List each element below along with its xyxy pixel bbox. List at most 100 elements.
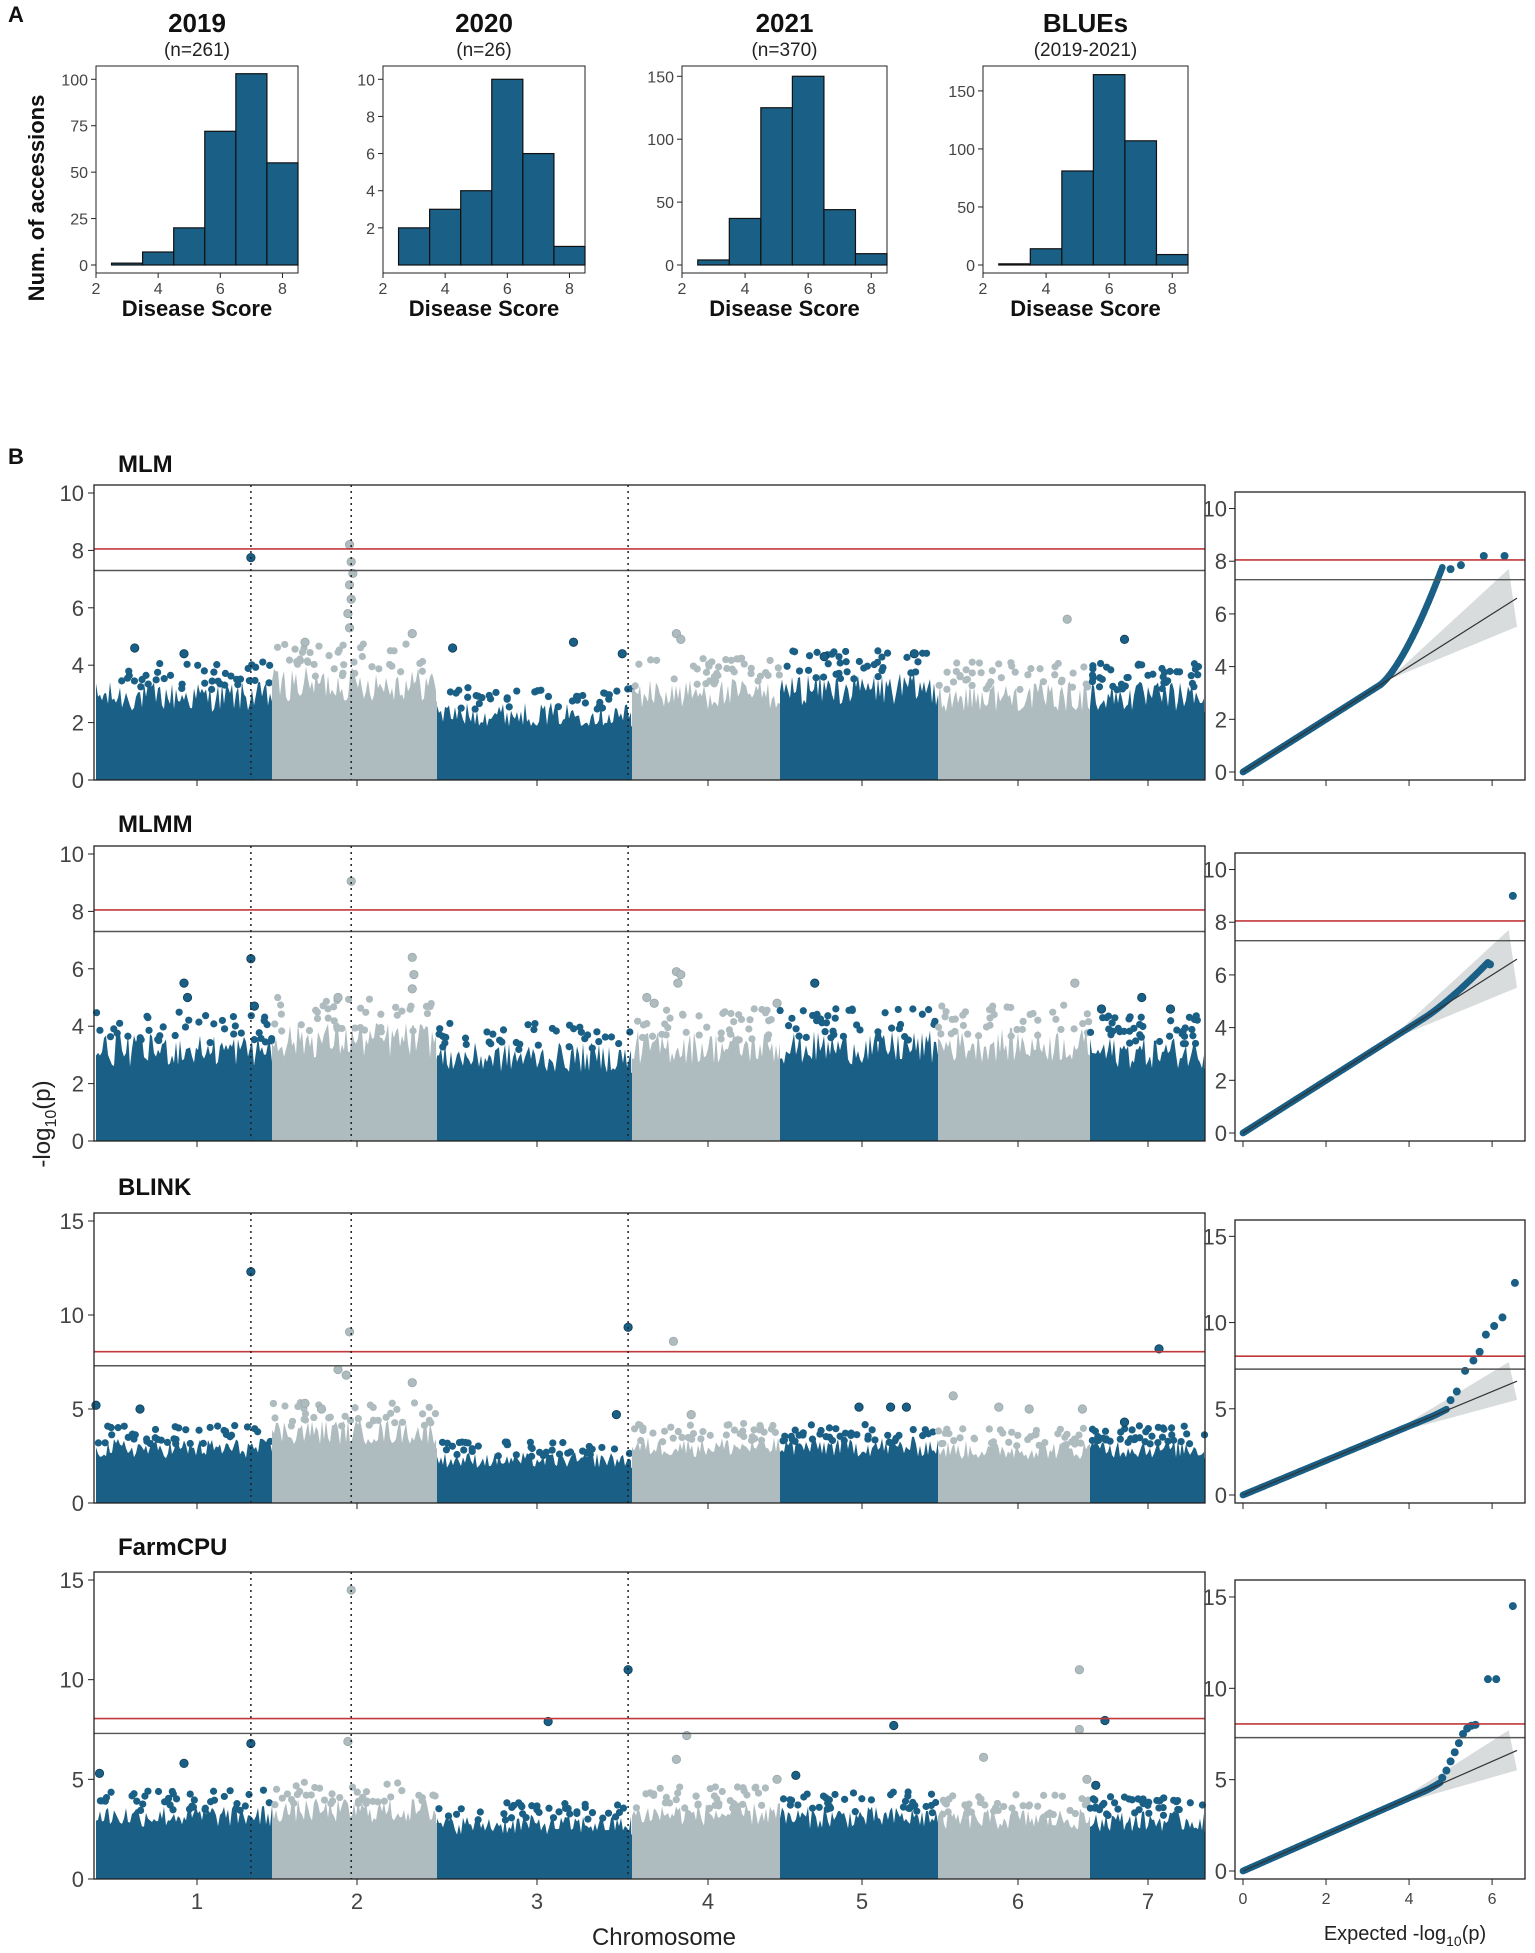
snp-point: [871, 1436, 879, 1444]
peak-point: [300, 1398, 310, 1408]
snp-point: [750, 1005, 758, 1013]
snp-point: [1183, 1430, 1191, 1438]
histogram-bar: [1029, 248, 1063, 266]
snp-point: [1007, 1003, 1015, 1012]
snp-point: [1051, 663, 1059, 671]
y-tick-label: 2: [72, 711, 84, 736]
snp-point: [596, 698, 604, 706]
snp-point: [643, 1020, 651, 1028]
snp-point: [855, 657, 863, 666]
snp-point: [1141, 1438, 1149, 1446]
snp-point: [1191, 665, 1200, 673]
snp-point: [559, 1439, 567, 1447]
snp-point: [393, 1405, 401, 1413]
snp-point: [678, 1433, 686, 1441]
peak-point: [409, 969, 419, 980]
snp-point: [604, 1809, 613, 1817]
snp-point: [718, 1787, 726, 1796]
snp-point: [982, 1023, 991, 1031]
snp-point: [812, 674, 820, 682]
snp-point: [549, 1439, 557, 1447]
snp-point: [746, 1016, 754, 1024]
histogram-subtitle: (2019-2021): [1034, 40, 1138, 61]
snp-point: [528, 1444, 536, 1453]
snp-point: [186, 1439, 194, 1448]
snp-point: [937, 1440, 945, 1448]
snp-point: [1158, 1433, 1167, 1441]
peak-point: [673, 978, 683, 988]
snp-point: [1060, 1001, 1068, 1009]
snp-point: [151, 1425, 160, 1434]
snp-point: [934, 1427, 943, 1435]
snp-point: [351, 1024, 359, 1032]
qq-point: [1492, 1675, 1501, 1684]
panel-letter-b: B: [8, 444, 24, 469]
snp-point: [656, 1784, 664, 1792]
peak-point: [341, 1370, 351, 1380]
snp-point: [425, 1416, 433, 1424]
snp-point: [702, 668, 711, 676]
chromosome-5-signal: [780, 1436, 938, 1503]
snp-point: [265, 1799, 273, 1807]
snp-point: [669, 1434, 677, 1442]
snp-point: [631, 682, 639, 690]
snp-point: [325, 1414, 333, 1422]
snp-point: [873, 658, 882, 666]
snp-point: [273, 643, 282, 651]
snp-point: [613, 1801, 622, 1809]
histogram-title: 2019: [168, 8, 226, 38]
snp-point: [883, 649, 892, 657]
qq-expected-line: [1242, 1380, 1518, 1496]
qq-x-axis-label-suffix: (p): [1462, 1923, 1486, 1945]
snp-point: [363, 1797, 371, 1805]
snp-point: [1106, 1793, 1115, 1801]
snp-point: [835, 653, 843, 661]
manhattan-y-axis-label-subscript: 10: [43, 1110, 60, 1128]
snp-point: [1148, 1432, 1156, 1440]
snp-point: [375, 665, 383, 673]
y-tick-label: 10: [60, 842, 84, 867]
snp-point: [369, 1797, 377, 1805]
snp-point: [790, 648, 799, 656]
snp-point: [325, 651, 333, 660]
manhattan-title: BLINK: [118, 1174, 192, 1201]
peak-point: [344, 580, 355, 590]
snp-point: [402, 640, 410, 648]
snp-point: [94, 1439, 102, 1447]
snp-point: [266, 1437, 274, 1446]
snp-point: [858, 1795, 866, 1803]
qq-x-tick-label: 6: [1488, 1891, 1497, 1908]
snp-point: [391, 1419, 399, 1427]
snp-point: [1155, 1037, 1164, 1046]
snp-point: [1135, 1806, 1143, 1814]
snp-point: [163, 1438, 172, 1447]
snp-point: [662, 1031, 670, 1039]
y-tick-label: 50: [70, 165, 88, 182]
snp-point: [461, 1034, 470, 1042]
snp-point: [829, 1027, 837, 1035]
snp-point: [1099, 1014, 1107, 1022]
snp-point: [107, 1788, 115, 1796]
snp-point: [1128, 1426, 1136, 1434]
snp-point: [607, 1033, 616, 1041]
snp-point: [1016, 685, 1024, 694]
snp-point: [822, 1794, 830, 1802]
snp-point: [301, 1410, 310, 1418]
snp-point: [909, 1798, 917, 1806]
snp-point: [348, 1783, 357, 1791]
snp-point: [1159, 1424, 1167, 1432]
qq-panels: 0 2 4 6 8 10 0 2 4 6 8 10 0 5 10 15 0 5 10 15 0 2 4 6: [1203, 491, 1526, 1908]
snp-point: [483, 1028, 491, 1036]
snp-point: [123, 674, 132, 682]
snp-point: [784, 1022, 793, 1030]
snp-point: [277, 1010, 285, 1018]
snp-point: [885, 1438, 893, 1446]
snp-point: [120, 1422, 128, 1430]
snp-point: [1013, 1442, 1021, 1450]
qq-confidence-band: [1243, 569, 1517, 772]
snp-point: [544, 692, 553, 701]
snp-point: [535, 1808, 543, 1817]
y-tick-label: 50: [957, 200, 975, 217]
snp-point: [298, 648, 307, 656]
x-tick-label: 8: [565, 281, 574, 298]
